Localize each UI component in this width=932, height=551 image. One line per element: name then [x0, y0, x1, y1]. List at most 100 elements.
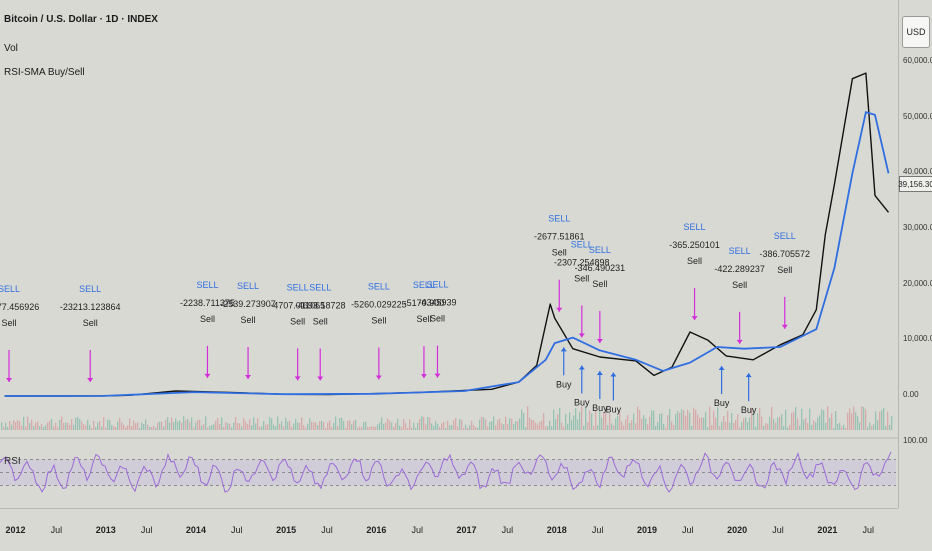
volume-bar [863, 407, 865, 430]
time-axis[interactable]: 2012 Jul 2013 Jul 2014 Jul 2015 Jul 2016 Jul 2017 J… [0, 508, 898, 551]
volume-bar [137, 422, 139, 430]
volume-bar [479, 419, 481, 430]
volume-bar [169, 422, 171, 430]
volume-bar [423, 416, 425, 430]
volume-bar [569, 412, 571, 430]
volume-bar [347, 420, 349, 430]
volume-bar [309, 418, 311, 430]
buy-arrowhead [610, 372, 617, 377]
volume-bar [163, 426, 165, 430]
volume-bar [355, 419, 357, 430]
volume-bar [485, 419, 487, 430]
volume-bar [493, 416, 495, 430]
volume-bar [497, 419, 499, 430]
volume-bar [7, 427, 9, 430]
volume-bar [37, 421, 39, 430]
volume-bar [373, 426, 375, 430]
volume-bar [269, 416, 271, 430]
volume-bar [19, 421, 21, 430]
volume-bar [881, 410, 883, 430]
volume-bar [291, 426, 293, 430]
sell-tag: SELL [684, 222, 706, 232]
sell-text: Sell [290, 316, 305, 326]
buy-arrowhead [745, 373, 752, 378]
sell-tag: SELL [368, 281, 390, 291]
volume-bar [655, 425, 657, 430]
volume-bar [749, 417, 751, 430]
volume-bar [225, 422, 227, 430]
volume-bar [723, 416, 725, 430]
time-tick-label: 2018 [546, 525, 567, 535]
volume-bar [545, 426, 547, 430]
volume-bar [735, 419, 737, 430]
volume-bar [649, 416, 651, 430]
volume-bar [675, 413, 677, 430]
volume-bar [247, 423, 249, 430]
sell-tag: SELL [548, 214, 570, 224]
volume-bar [509, 418, 511, 430]
buy-text: Buy [592, 403, 608, 413]
sell-text: Sell [687, 256, 702, 266]
sell-tag: SELL [0, 284, 20, 294]
volume-bar [365, 421, 367, 430]
sell-tag: SELL [729, 246, 751, 256]
volume-bar [591, 413, 593, 430]
volume-bar [741, 422, 743, 430]
sell-text: Sell [241, 315, 256, 325]
current-price-label: 39,156.30 [898, 176, 932, 192]
volume-bar [763, 425, 765, 430]
volume-bar [289, 420, 291, 430]
volume-bar [277, 416, 279, 430]
time-tick-label: Jul [321, 525, 333, 535]
volume-bar [553, 409, 555, 430]
rsi-sma-indicator-label[interactable]: RSI-SMA Buy/Sell [4, 67, 85, 78]
volume-bar [47, 422, 49, 430]
volume-bar [435, 421, 437, 430]
vol-indicator-label[interactable]: Vol [4, 43, 18, 54]
volume-bar [571, 420, 573, 430]
buy-arrowhead [560, 347, 567, 352]
symbol-title[interactable]: Bitcoin / U.S. Dollar · 1D · INDEX [4, 14, 158, 25]
volume-bar [35, 422, 37, 430]
currency-button[interactable]: USD [902, 16, 930, 48]
volume-bar [27, 416, 29, 430]
volume-bar [5, 422, 7, 430]
sell-value-label: -5170.900 [404, 298, 445, 308]
volume-bar [795, 407, 797, 430]
sell-value-label: -2539.273907 [220, 299, 276, 309]
volume-bar [623, 425, 625, 430]
rsi-pane-label[interactable]: RSI [4, 456, 21, 467]
volume-bar [783, 426, 785, 430]
buy-arrowhead [718, 366, 725, 371]
volume-bar [181, 422, 183, 430]
volume-bar [311, 421, 313, 430]
sell-value-label: -5260.029225 [351, 299, 407, 309]
volume-bar [661, 413, 663, 430]
volume-bar [527, 406, 529, 430]
sell-tag: SELL [196, 280, 218, 290]
volume-bar [61, 416, 63, 430]
sell-arrowhead [6, 377, 13, 382]
volume-bar [597, 425, 599, 430]
volume-bar [589, 410, 591, 430]
chart-canvas[interactable]: SELL -51777.456926 Sell SELL -23213.123864 Se… [0, 0, 898, 508]
volume-bar [419, 418, 421, 430]
volume-bar [519, 418, 521, 430]
volume-bar [253, 417, 255, 430]
volume-bar [875, 411, 877, 430]
volume-bar [49, 420, 51, 430]
volume-bar [397, 418, 399, 430]
time-tick-label: 2021 [817, 525, 838, 535]
volume-bar [575, 408, 577, 430]
time-tick-label: 2014 [185, 525, 206, 535]
sell-tag: SELL [79, 284, 101, 294]
volume-bar [375, 426, 377, 430]
volume-bar [221, 417, 223, 430]
volume-bar [439, 426, 441, 430]
volume-bar [787, 427, 789, 430]
volume-bar [133, 420, 135, 430]
volume-bar [139, 427, 141, 430]
price-axis[interactable] [898, 0, 932, 508]
volume-bar [393, 426, 395, 430]
